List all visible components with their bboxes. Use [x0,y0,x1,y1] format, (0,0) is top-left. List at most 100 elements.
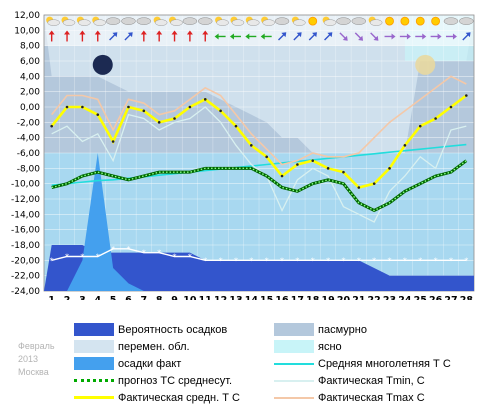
wind-arrow-icon [229,33,241,40]
wind-arrow-icon [64,30,71,42]
watermark-year: 2013 [18,354,39,364]
actual-avg-temp-point [388,167,391,170]
legend-precip-prob: Вероятность осадков [74,322,227,337]
actual-avg-temp-point [449,105,453,109]
actual-avg-temp-point [81,105,84,109]
snow-cover-marker: * [418,256,422,265]
actual-avg-temp-point [311,159,315,162]
legend-variable-clouds: перемен. обл. [74,339,190,354]
actual-avg-temp-point [234,124,238,128]
legend-label-clear: ясно [318,340,342,353]
snow-cover-marker: * [80,253,84,262]
snow-cover-marker: * [126,245,130,254]
x-tick-label: 16 [275,295,289,300]
legend-swatch-tmin [274,374,314,387]
actual-avg-temp-point [403,144,407,147]
cloud-icon [323,19,337,26]
wind-arrow-head [79,30,86,35]
actual-avg-temp-point [372,182,376,185]
cloud-icon [121,17,136,25]
wind-arrow-icon [324,32,333,41]
y-tick-label: -6,00 [17,149,41,159]
snow-cover-marker: * [341,256,345,265]
sun-icon [431,16,441,26]
x-axis-ticks: 1234567891011121314151617181920212223242… [48,295,473,300]
y-tick-label: -18,00 [11,241,40,251]
wind-arrow-head [171,30,178,35]
wind-arrow-head [312,32,317,38]
cloud-icon [62,19,76,26]
snow-cover-marker: * [50,256,54,265]
weather-chart: * * * ** * * * * * * * * * * * * * * * * * * * * * * * 12,0010,008… [11,11,475,300]
wind-arrow-icon [171,30,178,42]
actual-avg-temp-point [250,144,253,147]
actual-avg-temp-line [50,94,468,189]
cloud-icon [136,17,152,25]
x-tick-label: 15 [260,295,273,300]
legend-swatch-variable-clouds [74,340,114,353]
sun-icon [400,16,410,26]
snow-cover-marker: * [111,245,115,254]
wind-arrow-icon [370,32,379,41]
wind-arrow-head [140,30,147,35]
wind-arrow-head [296,32,302,38]
forecast-temp-line-base [51,159,468,213]
new-moon-icon [92,54,113,75]
snow-cover-marker: * [388,256,392,265]
wind-arrow-head [281,32,287,38]
x-tick-label: 24 [398,295,412,300]
actual-avg-temp-point [111,140,115,143]
sun-icon [385,16,394,26]
y-tick-label: 0,00 [20,103,40,113]
legend-swatch-overcast [274,323,314,336]
legend-swatch-clear [274,340,314,353]
x-tick-label: 25 [414,295,427,300]
wind-arrow-head [214,33,219,40]
y-tick-label: 2,00 [20,88,40,98]
legend-forecast-temp: прогноз ТС среднесут. [74,373,232,388]
wind-arrow-icon [399,33,411,40]
wind-arrow-head [260,33,265,40]
x-tick-label: 17 [291,295,304,300]
cloud-icon [154,19,168,26]
x-tick-label: 20 [337,295,351,300]
x-tick-label: 14 [245,295,259,300]
x-tick-label: 18 [306,295,320,300]
watermark-month: Февраль [18,341,55,351]
actual-avg-temp-point [280,174,284,178]
y-tick-label: -10,00 [11,180,40,190]
x-tick-label: 9 [171,295,178,300]
actual-avg-temp-point [65,105,69,109]
y-tick-label: -20,00 [11,256,40,266]
y-tick-label: -4,00 [17,134,41,144]
y-tick-label: 10,00 [14,26,40,36]
legend-tmin: Фактическая Tmin, C [274,373,425,388]
legend-label-avg-temp: Средняя многолетняя Т С [318,357,451,370]
actual-avg-temp-point [188,105,192,109]
wind-arrow-icon [109,32,118,41]
cloud-icon [459,17,474,25]
x-tick-label: 1 [48,295,55,300]
watermark: Февраль 2013 Москва [18,340,55,379]
snow-cover-marker: * [249,256,253,265]
legend-swatch-precip-fact [74,357,114,370]
wind-arrow-icon [186,30,193,42]
legend-actual-avg: Фактическая средн. Т С [74,390,240,405]
cloud-icon [247,19,260,26]
wind-arrow-head [391,33,396,40]
x-tick-label: 2 [64,295,71,300]
actual-avg-temp-point [127,105,130,109]
y-tick-label: -2,00 [17,118,41,128]
y-tick-label: 6,00 [20,57,40,67]
snow-cover-marker: * [434,256,438,265]
wind-arrow-icon [445,33,457,40]
sun-icon [415,16,425,26]
wind-arrow-head [342,35,348,41]
wind-arrow-head [186,30,193,35]
legend-label-tmax: Фактическая Tmax C [318,391,425,404]
legend-swatch-avg-temp [274,357,314,370]
wind-arrow-head [229,33,234,40]
y-tick-label: -24,00 [11,287,40,297]
snow-cover-marker: * [403,256,407,265]
cloud-icon [293,19,306,26]
